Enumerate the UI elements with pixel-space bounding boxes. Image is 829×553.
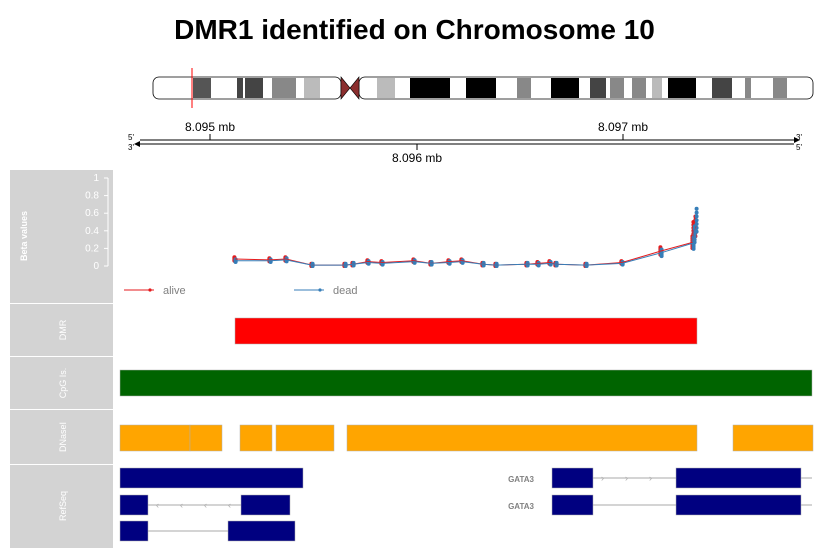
dnase-region <box>189 424 223 452</box>
beta-point-dead <box>694 229 699 234</box>
beta-point-dead <box>694 206 699 211</box>
axis-tick-label-3: 8.097 mb <box>598 120 648 134</box>
strand-label-top-left: 5' <box>128 133 134 142</box>
dnase-region <box>275 424 335 452</box>
legend-alive-label: alive <box>163 285 186 297</box>
dnase-region <box>732 424 814 452</box>
track-label-refseq: RefSeq <box>58 491 68 521</box>
beta-point-dead <box>694 218 699 223</box>
svg-text:‹: ‹ <box>156 500 159 510</box>
beta-y-ticks: 1 0.8 0.6 0.4 0.2 0 <box>85 173 108 272</box>
beta-y-tick-label: 0.8 <box>85 191 99 202</box>
ideogram-bands <box>193 78 787 98</box>
legend-alive-marker <box>148 288 152 292</box>
axis-tick-label-2: 8.096 mb <box>392 151 442 165</box>
gene-label-2: GATA3 <box>508 502 534 511</box>
refseq-exon <box>227 520 296 542</box>
dnase-track <box>119 424 814 452</box>
cpg-island <box>119 369 813 397</box>
strand-label-bottom-left: 3' <box>128 143 134 152</box>
refseq-transcript <box>119 467 304 489</box>
dnase-region <box>119 424 191 452</box>
beta-y-tick-label: 1 <box>93 173 99 184</box>
beta-point-dead <box>694 210 699 215</box>
refseq-exon <box>551 494 594 516</box>
gene-label-1: GATA3 <box>508 475 534 484</box>
legend-dead-label: dead <box>333 285 357 297</box>
svg-text:‹: ‹ <box>180 500 183 510</box>
refseq-exon <box>675 494 802 516</box>
refseq-transcript <box>119 520 296 542</box>
refseq-exon <box>119 520 149 542</box>
track-label-dmr: DMR <box>58 319 68 340</box>
cpg-panel-bg <box>10 357 113 409</box>
beta-point-dead <box>694 214 699 219</box>
refseq-exon <box>551 467 594 489</box>
dmr-panel-bg <box>10 304 113 356</box>
axis-tick-label-1: 8.095 mb <box>185 120 235 134</box>
refseq-transcript: › › › <box>551 467 812 489</box>
dmr-region <box>234 317 698 345</box>
dnase-panel-bg <box>10 410 113 464</box>
svg-text:‹: ‹ <box>228 500 231 510</box>
refseq-panel-bg <box>10 465 113 548</box>
centromere-shape <box>340 76 351 100</box>
track-label-cpg: CpG Is. <box>58 368 68 399</box>
beta-y-tick-label: 0 <box>93 261 99 272</box>
page-title: DMR1 identified on Chromosome 10 <box>174 14 655 45</box>
strand-label-bottom-right: 5' <box>796 143 802 152</box>
beta-lines-layer <box>234 220 697 266</box>
svg-text:›: › <box>601 473 604 483</box>
beta-legend: alive dead <box>124 285 357 297</box>
beta-line-dead <box>235 220 697 266</box>
beta-line-alive <box>234 226 697 266</box>
refseq-exon <box>675 467 802 489</box>
refseq-exon <box>119 494 149 516</box>
track-label-panels: Beta values DMR CpG Is. DNaseI RefSeq 1 0… <box>10 170 113 548</box>
legend-dead-marker <box>318 288 322 292</box>
beta-y-tick-label: 0.4 <box>85 226 99 237</box>
beta-y-tick-label: 0.6 <box>85 208 99 219</box>
beta-points-layer <box>232 206 699 268</box>
refseq-track: ‹ ‹ ‹ ‹ GATA3 › › › GATA <box>119 467 812 542</box>
track-label-beta: Beta values <box>19 211 29 261</box>
refseq-transcript <box>551 494 812 516</box>
refseq-exon <box>240 494 291 516</box>
svg-text:›: › <box>649 473 652 483</box>
svg-text:›: › <box>625 473 628 483</box>
refseq-exon <box>119 467 304 489</box>
beta-y-tick-label: 0.2 <box>85 243 99 254</box>
svg-text:‹: ‹ <box>204 500 207 510</box>
strand-label-top-right: 3' <box>796 133 802 142</box>
refseq-transcript: ‹ ‹ ‹ ‹ <box>119 494 291 516</box>
track-label-dnase: DNaseI <box>58 422 68 452</box>
beta-panel-bg <box>10 170 113 303</box>
dnase-region <box>239 424 273 452</box>
chromosome-ideogram <box>152 68 814 108</box>
genome-axis: 8.095 mb 8.096 mb 8.097 mb 5' 3' 3' 5' <box>128 120 802 165</box>
dnase-region <box>346 424 698 452</box>
